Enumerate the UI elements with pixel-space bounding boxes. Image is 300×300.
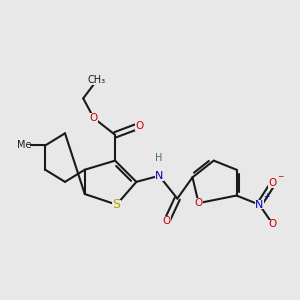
Text: +: + [263, 192, 269, 201]
Text: O: O [194, 198, 203, 208]
Bar [154, 171, 164, 181]
Text: −: − [277, 172, 284, 181]
Text: O: O [90, 113, 98, 123]
Text: O: O [269, 219, 277, 230]
Text: O: O [163, 216, 171, 226]
Text: O: O [269, 178, 277, 188]
Text: N: N [155, 171, 163, 181]
Bar [135, 121, 144, 130]
Bar [268, 178, 278, 188]
Text: O: O [135, 121, 143, 131]
Bar [112, 200, 121, 209]
Text: H: H [155, 153, 163, 163]
Bar [194, 198, 203, 208]
Bar [89, 113, 98, 123]
Text: N: N [255, 200, 263, 210]
Bar [162, 217, 171, 226]
Bar [89, 75, 105, 85]
Text: CH₃: CH₃ [88, 75, 106, 85]
Text: Me: Me [17, 140, 31, 150]
Bar [268, 220, 278, 229]
Text: S: S [112, 198, 121, 211]
Bar [255, 200, 264, 209]
Bar [18, 141, 30, 150]
Bar [154, 153, 164, 162]
